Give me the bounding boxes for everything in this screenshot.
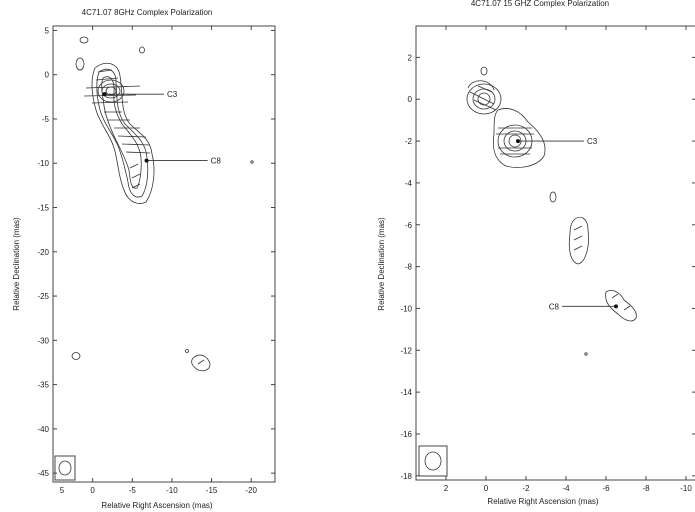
panel-8ghz-ytick-label: -45 xyxy=(37,469,49,478)
panel-15ghz-title: 4C71.07 15 GHZ Complex Polarization xyxy=(471,0,609,8)
panel-15ghz-xlabel: Relative Right Ascension (mas) xyxy=(487,497,598,506)
panel-15ghz-c3-label: C3 xyxy=(587,137,598,146)
panel-15ghz-ytick-label: -6 xyxy=(405,221,413,230)
panel-15ghz-contours xyxy=(466,66,637,356)
panel-8ghz-ytick-label: -15 xyxy=(37,204,49,213)
panel-8ghz-c8-marker xyxy=(144,158,149,163)
panel-8ghz-ytick-label: -10 xyxy=(37,159,49,168)
panel-15ghz-ylabel: Relative Declination (mas) xyxy=(377,217,386,311)
panel-8ghz-contours xyxy=(71,36,254,372)
panel-15ghz-ytick-label: -2 xyxy=(405,137,413,146)
panel-8ghz-axes: 5 0 -5 -10 -15 -20 -25 -30 -35 -40 -45 5 0 -5 -10 -15 -2… xyxy=(37,26,275,495)
panel-8ghz-title: 4C71.07 8GHz Complex Polarization xyxy=(82,8,213,17)
panel-15ghz-ytick-label: -14 xyxy=(400,388,412,397)
panel-15ghz-c8-label: C8 xyxy=(549,302,560,311)
panel-15ghz-beam xyxy=(418,445,448,477)
panel-8ghz-ytick-label: -5 xyxy=(42,115,50,124)
panel-15ghz-ytick-label: -8 xyxy=(405,263,413,272)
panel-15ghz-ytick-label: 2 xyxy=(408,53,413,62)
panel-8ghz-c3-marker xyxy=(102,92,107,97)
panel-8ghz-xtick-label: -15 xyxy=(206,486,218,495)
panel-8ghz-ytick-label: -40 xyxy=(37,425,49,434)
panel-15ghz-xtick-label: -2 xyxy=(522,484,530,493)
panel-15ghz: 4C71.07 15 GHZ Complex Polarization Rela… xyxy=(377,0,695,506)
panel-15ghz-axes: 2 0 -2 -4 -6 -8 -10 -12 -14 -16 -18 2 0 -2 -4 -6 -8 -10 xyxy=(400,26,695,493)
panel-8ghz-ytick-label: 5 xyxy=(45,26,50,35)
panel-15ghz-ytick-label: -18 xyxy=(400,472,412,481)
panel-15ghz-xtick-label: 0 xyxy=(484,484,489,493)
panel-8ghz-ytick-label: -25 xyxy=(37,292,49,301)
panel-8ghz-xtick-label: -5 xyxy=(129,486,137,495)
panel-15ghz-components: C3 C8 xyxy=(516,137,618,311)
panel-8ghz-ylabel: Relative Declination (mas) xyxy=(12,217,21,311)
panel-8ghz-beam xyxy=(54,455,76,481)
panel-8ghz-xtick-label: -10 xyxy=(166,486,178,495)
panel-8ghz-plot-frame xyxy=(52,25,276,483)
panel-15ghz-c3-marker xyxy=(516,139,520,144)
panel-15ghz-ytick-label: -4 xyxy=(405,179,413,188)
panel-8ghz-ytick-label: -30 xyxy=(37,336,49,345)
panel-15ghz-pol-vectors xyxy=(469,85,631,311)
panel-15ghz-ytick-label: -16 xyxy=(400,430,412,439)
panel-8ghz-xtick-label: -20 xyxy=(245,486,257,495)
panel-15ghz-xtick-label: -6 xyxy=(602,484,610,493)
panel-8ghz-c3-label: C3 xyxy=(167,90,178,99)
panel-8ghz-c8-label: C8 xyxy=(211,157,222,166)
panel-8ghz-xtick-label: 5 xyxy=(60,486,65,495)
panel-15ghz-xtick-label: -8 xyxy=(642,484,650,493)
panel-8ghz-components: C3 C8 xyxy=(102,90,222,166)
panel-15ghz-plot-frame xyxy=(415,25,695,481)
panel-8ghz-xlabel: Relative Right Ascension (mas) xyxy=(101,501,212,510)
panel-8ghz-ytick-label: -20 xyxy=(37,248,49,257)
panel-15ghz-c8-marker xyxy=(614,304,618,309)
panel-8ghz-pol-vectors xyxy=(83,69,205,365)
panel-15ghz-xtick-label: -10 xyxy=(680,484,692,493)
panel-15ghz-ytick-label: 0 xyxy=(408,95,413,104)
panel-15ghz-xtick-label: -4 xyxy=(562,484,570,493)
panel-8ghz-ytick-label: 0 xyxy=(45,71,50,80)
panel-8ghz-xtick-label: 0 xyxy=(90,486,95,495)
panel-15ghz-ytick-label: -10 xyxy=(400,304,412,313)
panel-8ghz: 4C71.07 8GHz Complex Polarization Relati… xyxy=(12,8,276,510)
panel-15ghz-xtick-label: 2 xyxy=(444,484,449,493)
panel-8ghz-ytick-label: -35 xyxy=(37,381,49,390)
panel-15ghz-ytick-label: -12 xyxy=(400,346,412,355)
